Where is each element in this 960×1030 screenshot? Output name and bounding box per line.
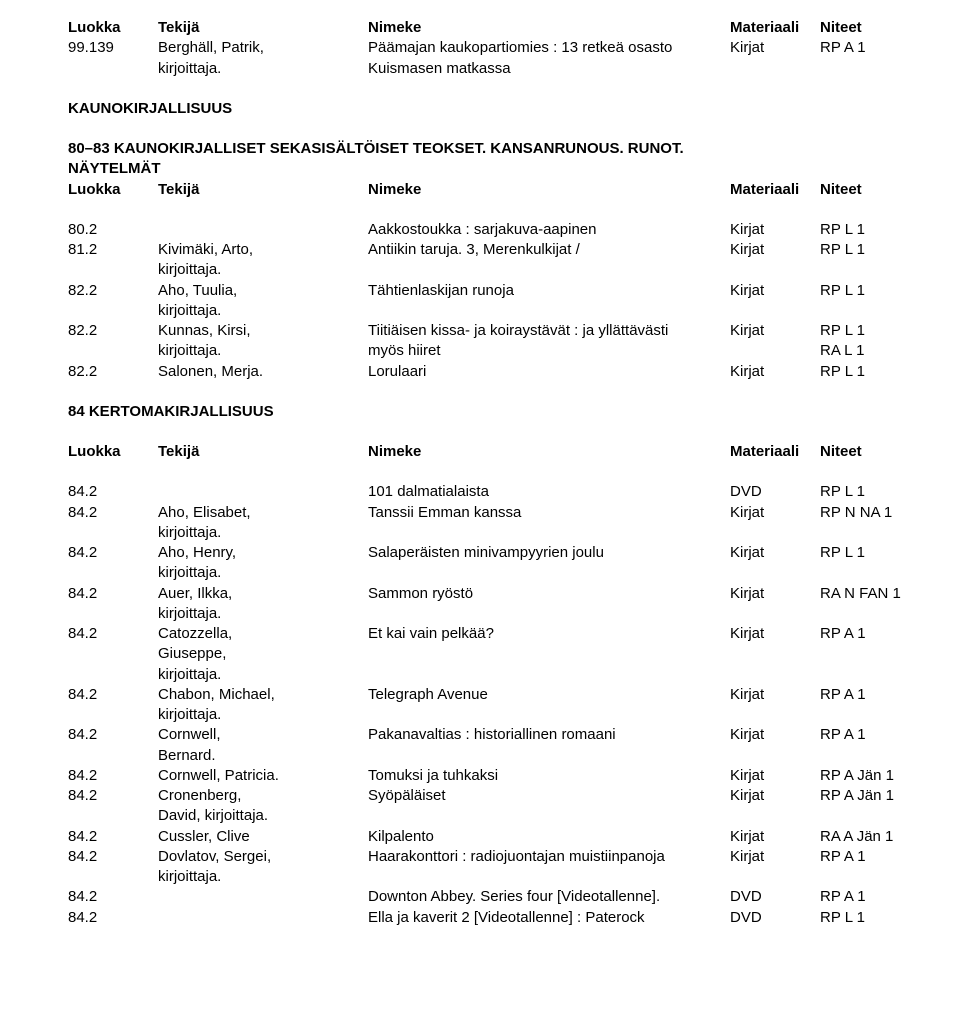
table-row: Bernard. bbox=[68, 746, 930, 766]
cell-nit: RP A 1 bbox=[820, 38, 930, 58]
table-row: 84.2 Cronenberg, Syöpäläiset Kirjat RP A… bbox=[68, 786, 930, 806]
col-tekija: Tekijä bbox=[158, 18, 368, 38]
table-row: 84.2 Aho, Elisabet, Tanssii Emman kanssa… bbox=[68, 503, 930, 523]
section-heading-8083-line1: 80–83 KAUNOKIRJALLISET SEKASISÄLTÖISET T… bbox=[68, 139, 930, 159]
table-row: kirjoittaja. bbox=[68, 563, 930, 583]
section-heading-8083-line2: NÄYTELMÄT bbox=[68, 159, 930, 179]
cell-nimeke: Päämajan kaukopartiomies : 13 retkeä osa… bbox=[368, 38, 730, 58]
table-row: kirjoittaja. bbox=[68, 665, 930, 685]
table-row: kirjoittaja. myös hiiret RA L 1 bbox=[68, 341, 930, 361]
table-row: 84.2 101 dalmatialaista DVD RP L 1 bbox=[68, 482, 930, 502]
table-row: kirjoittaja. bbox=[68, 260, 930, 280]
table-row: David, kirjoittaja. bbox=[68, 806, 930, 826]
table-row: 84.2 Chabon, Michael, Telegraph Avenue K… bbox=[68, 685, 930, 705]
col-niteet: Niteet bbox=[820, 18, 930, 38]
col-luokka: Luokka bbox=[68, 18, 158, 38]
table-row: 84.2 Aho, Henry, Salaperäisten minivampy… bbox=[68, 543, 930, 563]
table-row: 84.2 Catozzella, Et kai vain pelkää? Kir… bbox=[68, 624, 930, 644]
table-row: 84.2 Auer, Ilkka, Sammon ryöstö Kirjat R… bbox=[68, 584, 930, 604]
table-header: Luokka Tekijä Nimeke Materiaali Niteet bbox=[68, 18, 930, 38]
section-heading-kaunokirjallisuus: KAUNOKIRJALLISUUS bbox=[68, 99, 930, 119]
table-row: 84.2 Cussler, Clive Kilpalento Kirjat RA… bbox=[68, 827, 930, 847]
table-row: 84.2 Downton Abbey. Series four [Videota… bbox=[68, 887, 930, 907]
table-header: Luokka Tekijä Nimeke Materiaali Niteet bbox=[68, 180, 930, 200]
table-row: 81.2 Kivimäki, Arto, Antiikin taruja. 3,… bbox=[68, 240, 930, 260]
table-row: 84.2 Cornwell, Patricia. Tomuksi ja tuhk… bbox=[68, 766, 930, 786]
section-heading-84: 84 KERTOMAKIRJALLISUUS bbox=[68, 402, 930, 422]
table-row: 82.2 Aho, Tuulia, Tähtienlaskijan runoja… bbox=[68, 281, 930, 301]
table-row: 80.2 Aakkostoukka : sarjakuva-aapinen Ki… bbox=[68, 220, 930, 240]
col-nimeke: Nimeke bbox=[368, 18, 730, 38]
table-header: Luokka Tekijä Nimeke Materiaali Niteet bbox=[68, 442, 930, 462]
table-row: 99.139 Berghäll, Patrik, Päämajan kaukop… bbox=[68, 38, 930, 58]
cell-mat: Kirjat bbox=[730, 38, 820, 58]
table-row: 84.2 Dovlatov, Sergei, Haarakonttori : r… bbox=[68, 847, 930, 867]
table-row: kirjoittaja. bbox=[68, 705, 930, 725]
cell-tekija: Berghäll, Patrik, bbox=[158, 38, 368, 58]
cell-nimeke: Kuismasen matkassa bbox=[368, 59, 730, 79]
table-row: 82.2 Salonen, Merja. Lorulaari Kirjat RP… bbox=[68, 362, 930, 382]
table-row: kirjoittaja. bbox=[68, 301, 930, 321]
table-row: kirjoittaja. bbox=[68, 604, 930, 624]
table-row: kirjoittaja. Kuismasen matkassa bbox=[68, 59, 930, 79]
cell-luokka: 99.139 bbox=[68, 38, 158, 58]
cell-tekija: kirjoittaja. bbox=[158, 59, 368, 79]
table-row: Giuseppe, bbox=[68, 644, 930, 664]
table-row: 82.2 Kunnas, Kirsi, Tiitiäisen kissa- ja… bbox=[68, 321, 930, 341]
table-row: 84.2 Ella ja kaverit 2 [Videotallenne] :… bbox=[68, 908, 930, 928]
table-row: kirjoittaja. bbox=[68, 523, 930, 543]
col-materiaali: Materiaali bbox=[730, 18, 820, 38]
table-row: 84.2 Cornwell, Pakanavaltias : historial… bbox=[68, 725, 930, 745]
table-row: kirjoittaja. bbox=[68, 867, 930, 887]
